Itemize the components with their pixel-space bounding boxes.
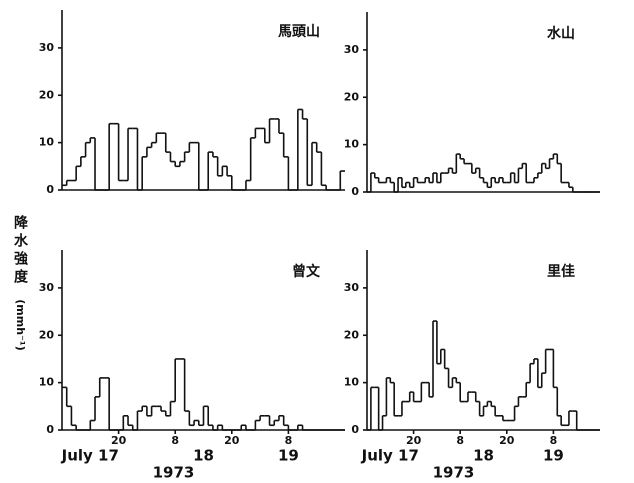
- x-tick-label: 8: [171, 434, 179, 447]
- chart-title: 里佳: [547, 263, 575, 280]
- y-tick-label: 20: [344, 90, 360, 103]
- y-tick-label: 30: [344, 43, 360, 56]
- y-tick-label: 30: [344, 281, 360, 294]
- y-tick-label: 0: [351, 423, 359, 436]
- y-label: 降水強度: [12, 214, 28, 287]
- day-label: 19: [278, 447, 299, 465]
- x-label: 1973: [153, 464, 195, 482]
- day-label: 19: [543, 447, 564, 465]
- y-tick-label: 20: [39, 328, 55, 341]
- y-tick-label: 0: [46, 183, 54, 196]
- y-tick-label: 10: [344, 376, 360, 389]
- day-label: July 17: [361, 447, 419, 465]
- y-tick-label: 0: [46, 423, 54, 436]
- x-tick-label: 20: [406, 434, 422, 447]
- chart-title: 曾文: [292, 263, 321, 280]
- y-tick-label: 10: [344, 138, 360, 151]
- x-tick-label: 8: [550, 434, 558, 447]
- day-label: 18: [473, 447, 494, 465]
- chart-title: 水山: [547, 25, 575, 42]
- x-tick-label: 8: [456, 434, 464, 447]
- x-tick-label: 20: [499, 434, 515, 447]
- y-tick-label: 10: [39, 136, 55, 149]
- day-label: July 17: [61, 447, 119, 465]
- x-tick-label: 20: [224, 434, 240, 447]
- day-label: 18: [193, 447, 214, 465]
- y-unit: (mmh⁻¹): [14, 299, 27, 350]
- y-tick-label: 30: [39, 41, 55, 54]
- x-tick-label: 8: [285, 434, 293, 447]
- y-tick-label: 10: [39, 376, 55, 389]
- x-tick-label: 20: [111, 434, 127, 447]
- y-tick-label: 0: [351, 185, 359, 198]
- y-tick-label: 20: [39, 88, 55, 101]
- y-tick-label: 30: [39, 281, 55, 294]
- y-tick-label: 20: [344, 328, 360, 341]
- x-label: 1973: [433, 464, 475, 482]
- chart-title: 馬頭山: [278, 24, 320, 40]
